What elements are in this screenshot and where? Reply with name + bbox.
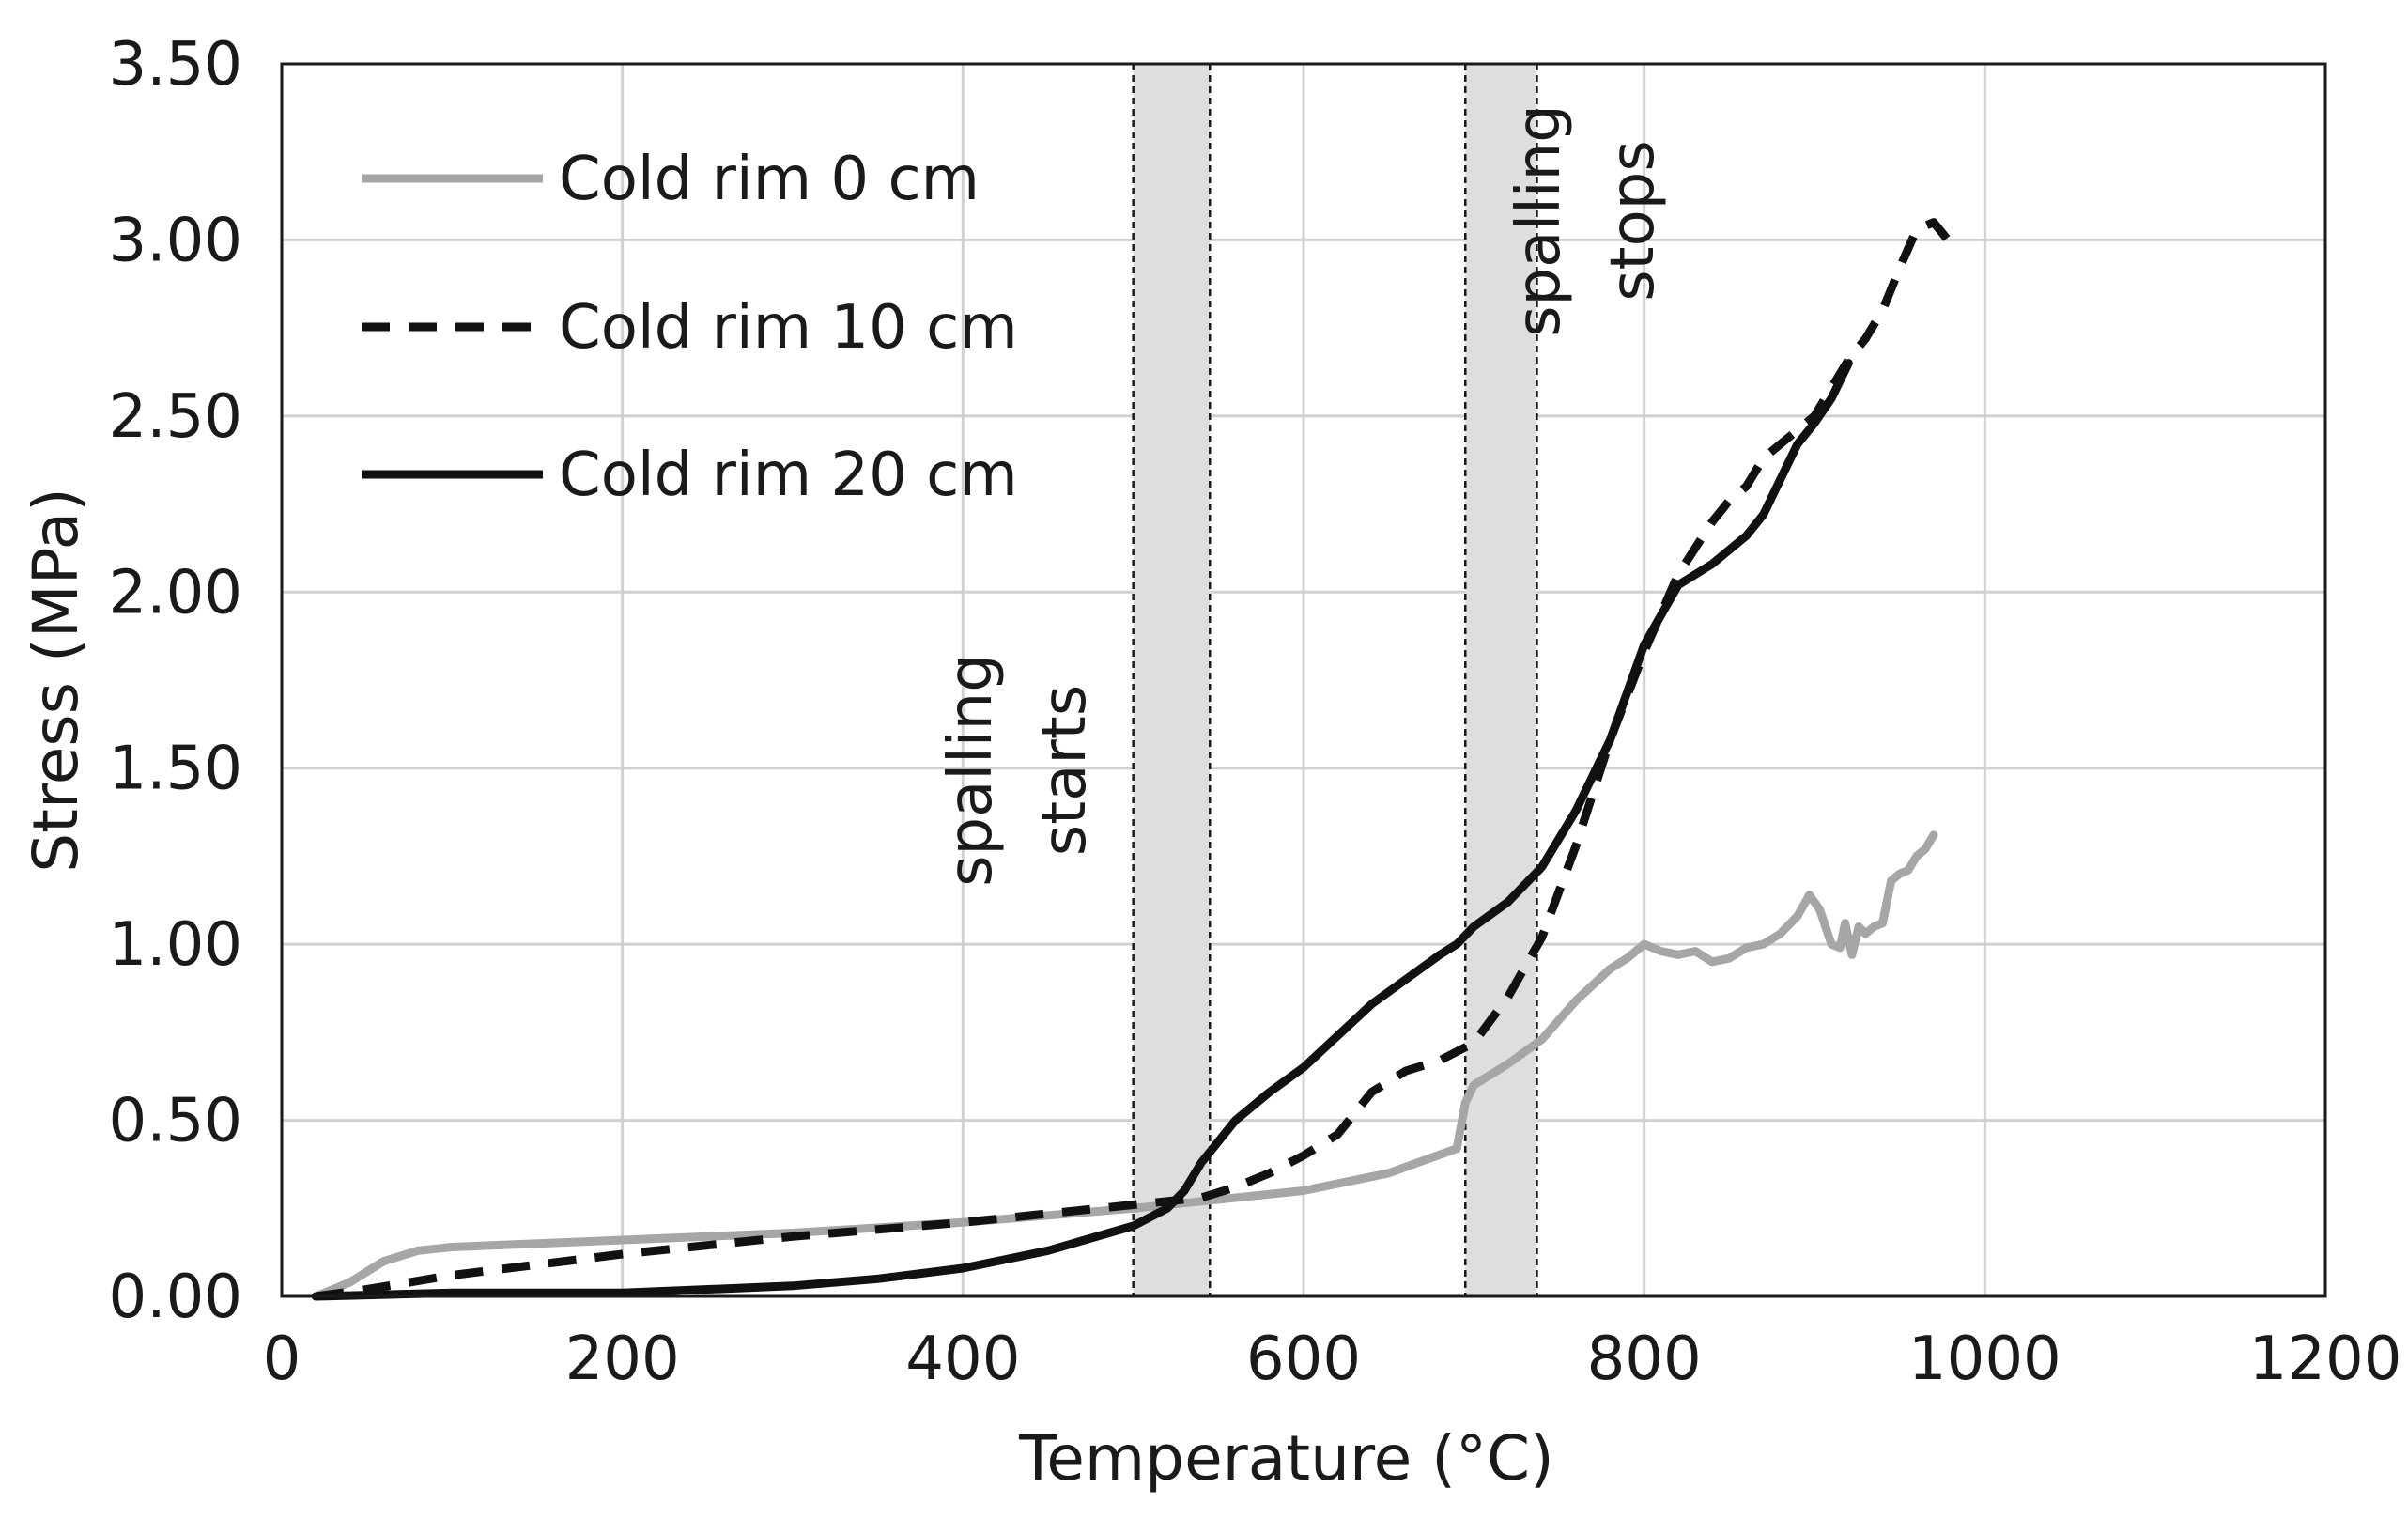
y-tick-label: 3.50 [109, 30, 243, 100]
x-tick-label: 400 [905, 1325, 1020, 1394]
legend-label: Cold rim 10 cm [559, 293, 1018, 363]
shaded-regions [1132, 64, 1538, 1296]
y-tick-label: 2.00 [109, 558, 243, 628]
legend-label: Cold rim 20 cm [559, 441, 1018, 510]
tick-labels: 0 200 400 600 800 1000 1200 0.00 0.50 1.00 1.50 2.0… [109, 30, 2402, 1394]
plot-frame [280, 62, 2327, 1298]
x-tick-label: 1200 [2249, 1325, 2402, 1394]
y-tick-label: 0.50 [109, 1087, 243, 1156]
x-tick-label: 1000 [1908, 1325, 2061, 1394]
legend-label: Cold rim 0 cm [559, 145, 980, 214]
x-tick-label: 800 [1587, 1325, 1702, 1394]
y-tick-label: 1.00 [109, 910, 243, 980]
y-axis-title: Stress (MPa) [20, 488, 92, 873]
x-tick-label: 600 [1246, 1325, 1361, 1394]
series-line-cold-rim-20-cm [311, 359, 1853, 1301]
shaded-region [1133, 64, 1211, 1296]
legend: Cold rim 0 cm Cold rim 10 cm Cold rim 20 c… [362, 145, 1018, 510]
series-line-cold-rim-10-cm [315, 218, 1954, 1301]
x-tick-label: 200 [565, 1325, 680, 1394]
annotations: spalling starts spalling stops [936, 104, 1668, 887]
annotation-text: spalling [1505, 104, 1574, 337]
y-tick-label: 2.50 [109, 382, 243, 452]
x-axis-title: Temperature (°C) [1018, 1422, 1554, 1495]
y-tick-label: 1.50 [109, 735, 243, 804]
y-tick-label: 3.00 [109, 206, 243, 275]
series-layer [311, 218, 1954, 1301]
x-tick-label: 0 [263, 1325, 301, 1394]
annotation-text: stops [1598, 140, 1668, 302]
grid-layer [282, 64, 2325, 1296]
annotation-text: spalling [936, 654, 1006, 887]
annotation-text: starts [1030, 685, 1100, 856]
shaded-region [1465, 64, 1537, 1296]
y-tick-label: 0.00 [109, 1263, 243, 1332]
